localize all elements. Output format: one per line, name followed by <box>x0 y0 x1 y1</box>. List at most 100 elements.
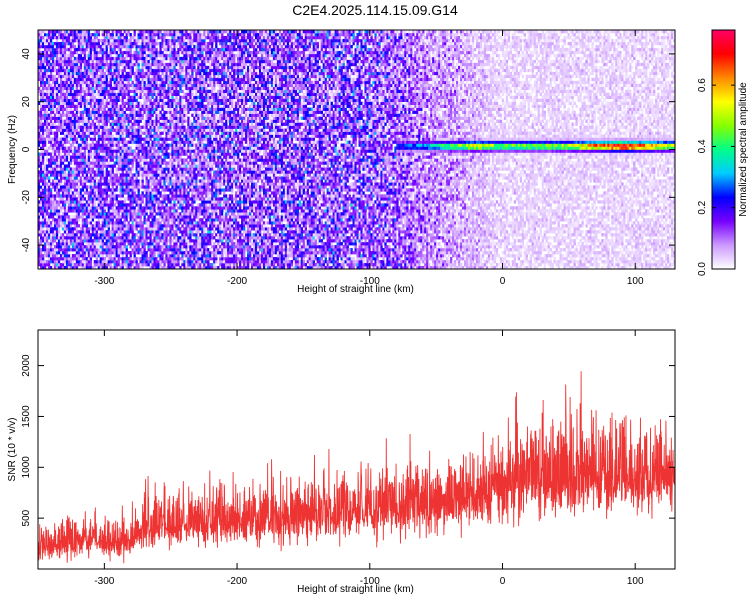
heatmap-cell <box>155 107 158 111</box>
heatmap-cell <box>107 152 110 156</box>
heatmap-cell <box>97 191 101 195</box>
heatmap-cell <box>89 212 93 216</box>
heatmap-cell <box>115 134 118 138</box>
heatmap-cell <box>41 245 45 249</box>
heatmap-cell <box>153 128 156 132</box>
heatmap-cell <box>111 65 114 70</box>
heatmap-cell <box>61 266 65 269</box>
heatmap-cell <box>175 158 178 162</box>
heatmap-cell <box>141 152 144 156</box>
heatmap-cell <box>119 203 122 207</box>
heatmap-cell <box>101 107 104 111</box>
heatmap-cell <box>169 248 172 252</box>
heatmap-cell <box>45 131 49 135</box>
heatmap-cell <box>163 140 166 144</box>
heatmap-cell <box>155 239 158 243</box>
heatmap-cell <box>147 122 150 126</box>
heatmap-cell <box>73 113 77 117</box>
heatmap-cell <box>87 194 91 198</box>
heatmap-cell <box>159 185 162 189</box>
heatmap-cell <box>61 137 65 141</box>
heatmap-cell <box>67 221 71 225</box>
heatmap-cell <box>87 68 91 73</box>
heatmap-cell <box>53 89 57 94</box>
heatmap-cell <box>38 131 41 135</box>
heatmap-cell <box>41 98 45 102</box>
heatmap-cell <box>133 233 136 237</box>
heatmap-cell <box>87 65 91 70</box>
heatmap-cell <box>135 134 138 138</box>
heatmap-cell <box>39 260 43 264</box>
heatmap-cell <box>159 239 162 243</box>
heatmap-cell <box>79 260 83 264</box>
heatmap-cell <box>107 53 110 58</box>
heatmap-cell <box>79 56 83 61</box>
heatmap-cell <box>131 239 134 243</box>
heatmap-cell <box>145 107 148 111</box>
heatmap-cell <box>75 95 79 100</box>
heatmap-cell <box>57 161 61 165</box>
heatmap-cell <box>143 83 146 88</box>
heatmap-cell <box>135 203 138 207</box>
heatmap-cell <box>151 200 154 204</box>
heatmap-cell <box>47 92 51 97</box>
heatmap-cell <box>47 116 51 120</box>
heatmap-cell <box>171 170 174 174</box>
heatmap-cell <box>155 167 158 171</box>
heatmap-cell <box>125 251 128 255</box>
heatmap-cell <box>43 263 47 267</box>
heatmap-cell <box>175 191 178 195</box>
heatmap-cell <box>79 38 83 43</box>
heatmap-cell <box>89 59 93 64</box>
heatmap-cell <box>153 233 156 237</box>
heatmap-cell <box>137 65 140 70</box>
heatmap-cell <box>155 83 158 88</box>
heatmap-cell <box>161 56 164 61</box>
heatmap-cell <box>129 146 132 150</box>
heatmap-cell <box>103 233 106 237</box>
heatmap-cell <box>39 30 43 34</box>
heatmap-cell <box>69 227 73 231</box>
heatmap-cell <box>107 203 110 207</box>
heatmap-cell <box>173 242 176 246</box>
heatmap-cell <box>63 230 67 234</box>
heatmap-cell <box>117 209 120 213</box>
heatmap-cell <box>123 176 126 180</box>
heatmap-cell <box>69 86 73 91</box>
heatmap-cell <box>51 77 55 82</box>
heatmap-cell <box>113 89 116 94</box>
heatmap-cell <box>169 86 172 91</box>
heatmap-cell <box>83 221 87 225</box>
heatmap-cell <box>61 41 65 46</box>
heatmap-cell <box>119 221 122 225</box>
heatmap-cell <box>47 191 51 195</box>
heatmap-cell <box>137 170 140 174</box>
heatmap-cell <box>143 227 146 231</box>
heatmap-cell <box>121 227 124 231</box>
heatmap-cell <box>131 113 134 117</box>
heatmap-cell <box>55 104 59 108</box>
heatmap-cell <box>159 164 162 168</box>
heatmap-cell <box>173 194 176 198</box>
heatmap-cell <box>81 227 85 231</box>
heatmap-cell <box>109 83 112 88</box>
heatmap-cell <box>149 122 152 126</box>
heatmap-cell <box>59 224 63 228</box>
heatmap-cell <box>107 143 110 147</box>
heatmap-cell <box>91 248 95 252</box>
heatmap-cell <box>141 194 144 198</box>
heatmap-cell <box>113 86 116 91</box>
heatmap-cell <box>75 86 79 91</box>
heatmap-cell <box>135 89 138 94</box>
heatmap-cell <box>163 77 166 82</box>
heatmap-cell <box>127 206 130 210</box>
heatmap-cell <box>159 83 162 88</box>
heatmap-cell <box>89 176 93 180</box>
heatmap-cell <box>115 179 118 183</box>
heatmap-cell <box>151 224 154 228</box>
heatmap-cell <box>169 68 172 73</box>
heatmap-cell <box>59 47 63 52</box>
heatmap-cell <box>165 185 168 189</box>
heatmap-cell <box>107 155 110 159</box>
heatmap-cell <box>155 176 158 180</box>
